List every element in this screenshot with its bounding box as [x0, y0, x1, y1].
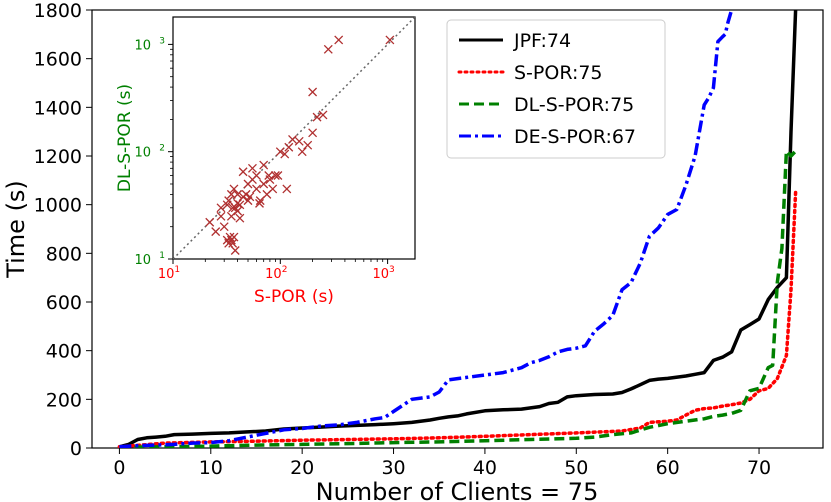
legend-label-jpf: JPF:74 [513, 30, 571, 52]
inset-point [273, 171, 283, 180]
inset-y-tick-base: 10 [134, 38, 151, 53]
inset-point [323, 44, 333, 54]
inset-point [294, 136, 304, 146]
inset-point [318, 110, 328, 120]
legend: JPF:74 S-POR:75 DL-S-POR:75 DE-S-POR:67 [446, 19, 666, 159]
inset-point [297, 147, 307, 157]
inset-point [219, 222, 229, 232]
inset-x-tick-label: 103 [372, 265, 394, 282]
x-tick-label: 60 [656, 457, 680, 479]
inset-point [303, 140, 313, 150]
inset-y-tick-exp: 3 [159, 36, 165, 46]
y-axis-title: Time (s) [2, 180, 30, 279]
y-tick-label: 200 [46, 389, 82, 411]
inset-point [385, 35, 395, 45]
inset-point [233, 198, 243, 208]
y-tick-label: 1600 [34, 49, 82, 71]
inset-y-tick-label: 10 1 [134, 251, 165, 268]
inset-point [334, 35, 344, 45]
inset-y-tick-exp: 1 [159, 251, 165, 261]
x-tick-label: 50 [564, 457, 588, 479]
y-tick-label: 400 [46, 341, 82, 363]
x-tick-label: 20 [290, 457, 314, 479]
inset-x-tick-exp: 1 [174, 265, 180, 275]
inset-point [235, 213, 245, 223]
inset-point [284, 142, 294, 152]
inset-y-axis-title: DL-S-POR (s) [115, 84, 135, 192]
inset-point [252, 171, 261, 180]
inset-x-tick-label: 102 [265, 265, 287, 282]
legend-label-s-por: S-POR:75 [514, 62, 603, 84]
x-tick-label: 0 [113, 457, 125, 479]
inset-point [308, 87, 318, 97]
x-tick-label: 40 [473, 457, 497, 479]
series-line-s-por [117, 190, 798, 448]
inset-point [252, 184, 261, 194]
series-line-de-s-por [119, 10, 734, 448]
inset-point [288, 135, 297, 144]
inset-point [247, 163, 257, 173]
inset-point [275, 147, 285, 157]
inset-point [229, 184, 239, 194]
series-line-jpf [118, 10, 798, 448]
legend-box [446, 19, 666, 159]
inset-point [216, 203, 226, 213]
x-tick-label: 30 [381, 457, 405, 479]
inset-point [205, 217, 215, 227]
inset-point [259, 160, 269, 170]
inset-points [205, 35, 395, 255]
inset-x-axis-title: S-POR (s) [254, 287, 334, 307]
inset-x-tick-exp: 3 [389, 265, 395, 275]
inset-point [308, 128, 318, 138]
inset-x-tick-base: 10 [372, 267, 389, 282]
inset-point [230, 203, 240, 213]
main-series-lines [117, 10, 798, 448]
inset-point [280, 149, 290, 159]
series-line-dl-s-por [119, 149, 797, 448]
legend-label-dl-s-por: DL-S-POR:75 [514, 94, 634, 116]
inset-point [229, 232, 239, 242]
inset-point [255, 198, 264, 208]
y-tick-label: 1800 [34, 0, 82, 22]
x-tick-label: 70 [747, 457, 771, 479]
inset-x-tick-exp: 2 [282, 265, 288, 275]
inset-y-tick-exp: 2 [159, 144, 165, 154]
y-tick-label: 600 [46, 292, 82, 314]
x-tick-label: 10 [199, 457, 223, 479]
inset-point [259, 179, 269, 189]
y-tick-label: 0 [70, 438, 82, 460]
inset-x-tick-label: 101 [158, 265, 180, 282]
inset-y-tick-label: 10 3 [134, 36, 165, 53]
inset-point [264, 171, 274, 180]
inset-point [226, 211, 236, 221]
inset-point [233, 189, 243, 199]
inset-point [238, 167, 248, 177]
inset-point [216, 211, 226, 221]
y-tick-label: 800 [46, 243, 82, 265]
inset-x-tick-base: 10 [265, 267, 282, 282]
y-tick-label: 1400 [34, 97, 82, 119]
main-ticks: 0 10 20 30 40 50 60 70 0 200 400 600 800 1000 1200 1400… [34, 0, 771, 479]
y-tick-label: 1000 [34, 195, 82, 217]
x-axis-title: Number of Clients = 75 [316, 478, 599, 502]
inset-y-tick-base: 10 [134, 253, 151, 268]
legend-label-de-s-por: DE-S-POR:67 [514, 126, 636, 148]
inset-point [225, 232, 235, 242]
y-tick-label: 1200 [34, 146, 82, 168]
inset-y-tick-base: 10 [134, 146, 151, 161]
inset-point [282, 184, 292, 194]
inset-point [270, 171, 280, 180]
inset-point [245, 192, 255, 202]
inset-point [211, 227, 221, 237]
inset-y-tick-label: 10 2 [134, 144, 165, 161]
inset-point [312, 112, 322, 122]
inset-point [230, 246, 240, 255]
inset-point [222, 200, 232, 210]
inset-x-tick-base: 10 [158, 267, 175, 282]
inset-point [268, 184, 278, 194]
